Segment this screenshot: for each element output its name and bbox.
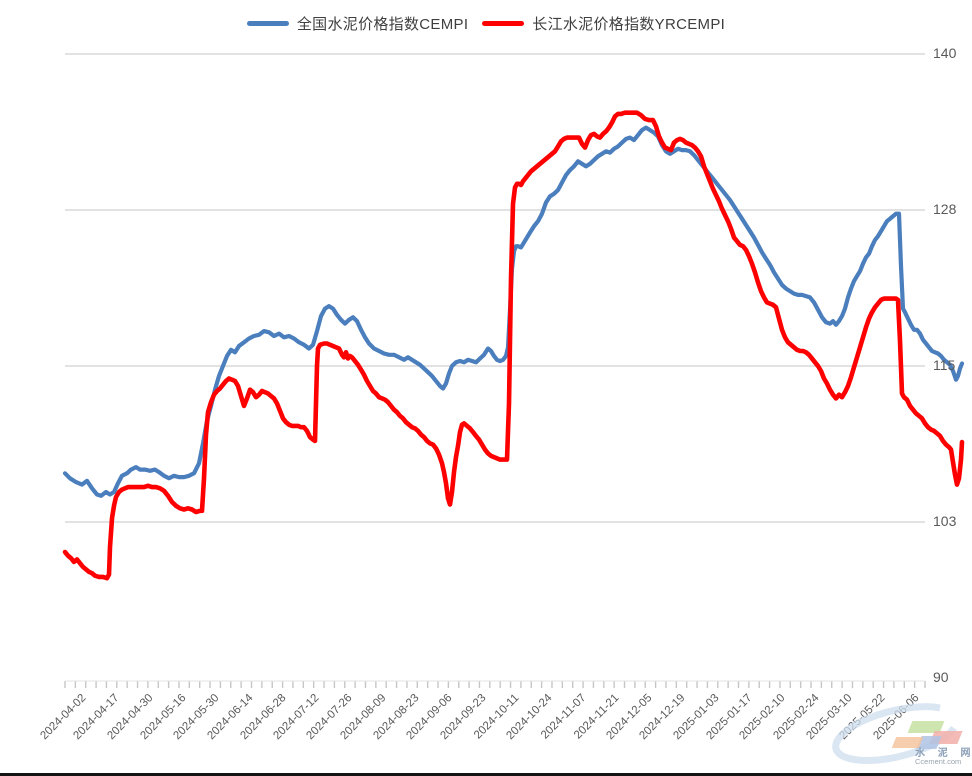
y-axis-label: 128	[933, 201, 957, 217]
ccement-watermark: 水 泥 网 Ccement.com	[822, 694, 972, 772]
y-axis-label: 140	[933, 45, 957, 61]
y-axis-label: 103	[933, 513, 957, 529]
y-axis-label: 115	[933, 357, 956, 373]
image-bottom-border	[0, 773, 972, 776]
y-axis-label: 90	[933, 669, 949, 685]
legend-label-yrcempi: 长江水泥价格指数YRCEMPI	[532, 16, 726, 33]
legend-label-cempi: 全国水泥价格指数CEMPI	[296, 16, 469, 33]
legend-item-yrcempi[interactable]: 长江水泥价格指数YRCEMPI	[482, 13, 725, 34]
series-line-cempi[interactable]	[62, 125, 965, 498]
legend: 全国水泥价格指数CEMPI 长江水泥价格指数YRCEMPI	[0, 13, 972, 34]
cempi-line-swatch	[246, 21, 289, 26]
watermark-title: 水 泥 网	[915, 748, 972, 759]
series-line-yrcempi[interactable]	[62, 110, 965, 581]
watermark-url: Ccement.com	[915, 757, 962, 766]
legend-item-cempi[interactable]: 全国水泥价格指数CEMPI	[246, 13, 469, 34]
yrcempi-line-swatch	[482, 21, 525, 26]
